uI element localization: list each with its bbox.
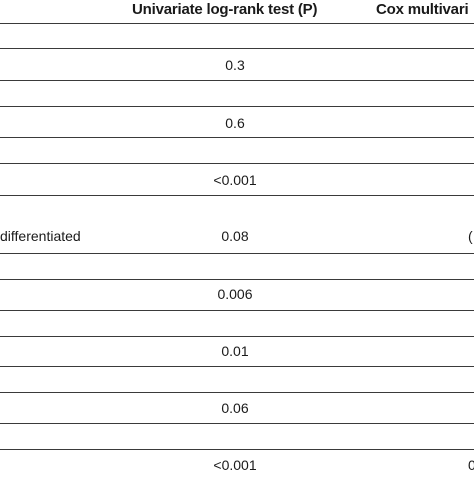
rule bbox=[0, 163, 474, 164]
rule bbox=[0, 423, 474, 424]
rule bbox=[0, 23, 474, 24]
rule bbox=[0, 195, 474, 196]
row-label-cell: differentiated bbox=[0, 228, 81, 244]
cox-value-cell bbox=[468, 339, 474, 363]
cox-value-cell bbox=[468, 53, 474, 77]
cox-value-cell: ( bbox=[468, 228, 473, 244]
rule bbox=[0, 279, 474, 280]
rule bbox=[0, 253, 474, 254]
rule bbox=[0, 48, 474, 49]
header-cox-multivariate: Cox multivari bbox=[376, 1, 469, 18]
p-value-cell: 0.3 bbox=[225, 57, 245, 73]
rule bbox=[0, 366, 474, 367]
cox-value-cell: 0 bbox=[468, 457, 474, 473]
rule bbox=[0, 392, 474, 393]
rule bbox=[0, 80, 474, 81]
rule bbox=[0, 449, 474, 450]
rule bbox=[0, 137, 474, 138]
rule bbox=[0, 310, 474, 311]
cox-value-cell bbox=[468, 282, 474, 306]
cox-value-cell bbox=[468, 168, 474, 192]
p-value-cell: 0.6 bbox=[225, 115, 245, 131]
header-univariate-log-rank: Univariate log-rank test (P) bbox=[132, 1, 318, 18]
p-value-cell: 0.06 bbox=[221, 400, 249, 416]
p-value-cell: 0.08 bbox=[221, 228, 249, 244]
cox-value-cell bbox=[468, 396, 474, 420]
rule bbox=[0, 106, 474, 107]
cox-value-cell bbox=[468, 111, 474, 135]
p-value-cell: 0.01 bbox=[221, 343, 249, 359]
rule bbox=[0, 336, 474, 337]
p-value-cell: <0.001 bbox=[213, 172, 257, 188]
p-value-cell: 0.006 bbox=[217, 286, 253, 302]
p-value-cell: <0.001 bbox=[213, 457, 257, 473]
